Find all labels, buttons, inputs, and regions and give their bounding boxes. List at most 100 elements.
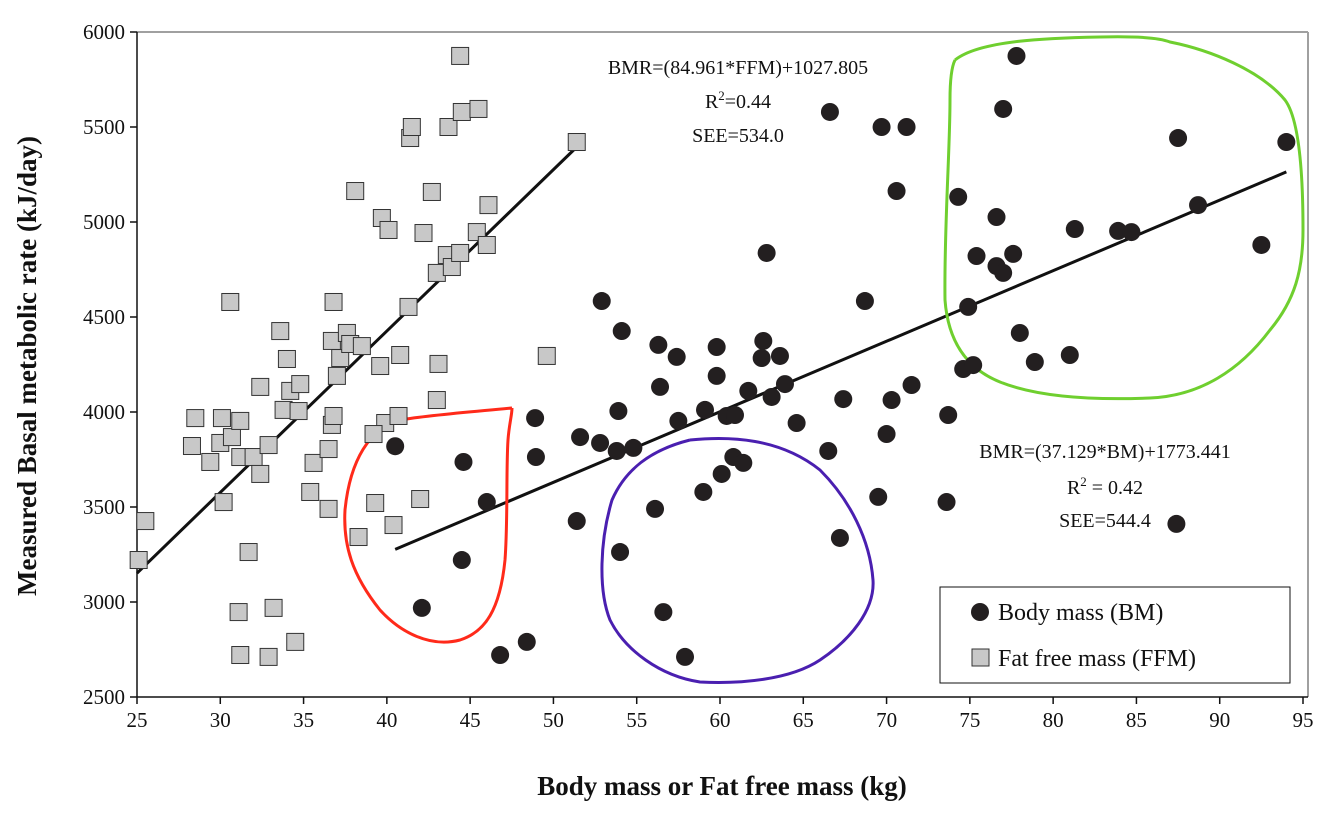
bm-r2-value: = 0.42 <box>1087 477 1143 499</box>
bm-point <box>897 118 916 136</box>
y-tick-label: 4500 <box>83 305 125 329</box>
bm-point <box>869 487 888 506</box>
ffm-point <box>451 243 470 262</box>
ffm-point <box>346 182 365 201</box>
bm-point <box>1252 235 1271 254</box>
x-tick-label: 45 <box>460 708 481 732</box>
ffm-trendline <box>135 145 578 575</box>
bm-point <box>937 493 956 512</box>
bm-point <box>762 387 781 406</box>
bm-point <box>739 381 758 400</box>
bm-point <box>1167 514 1186 533</box>
ffm-point <box>212 409 231 428</box>
bm-point <box>651 377 670 396</box>
ffm-point <box>182 437 201 456</box>
bm-point <box>1277 133 1296 152</box>
ffm-point <box>414 224 433 243</box>
bm-point <box>676 647 695 666</box>
ffm-point <box>537 346 556 365</box>
ffm-point <box>379 220 398 239</box>
bm-point <box>607 441 626 460</box>
bm-point <box>526 448 545 467</box>
x-tick-label: 75 <box>959 708 980 732</box>
x-tick-label: 40 <box>376 708 397 732</box>
bm-point <box>994 263 1013 282</box>
ffm-point <box>427 263 446 282</box>
bm-point <box>1122 223 1141 242</box>
green-region-outline <box>943 35 1305 401</box>
bm-see: SEE=544.4 <box>1059 510 1151 532</box>
x-tick-label: 80 <box>1043 708 1064 732</box>
bm-r2-label: R <box>1067 477 1081 499</box>
bm-point <box>517 632 536 651</box>
legend-label-bm: Body mass (BM) <box>998 600 1163 626</box>
ffm-r2-value: =0.44 <box>725 91 771 113</box>
bm-point <box>696 400 715 419</box>
bm-point <box>967 247 986 266</box>
x-tick-label: 85 <box>1126 708 1147 732</box>
bm-point <box>667 347 686 366</box>
ffm-point <box>452 102 471 121</box>
bm-point <box>754 331 773 350</box>
x-axis-title: Body mass or Fat free mass (kg) <box>537 771 906 801</box>
bm-point <box>725 406 744 425</box>
bm-point <box>757 243 776 262</box>
ffm-point <box>221 292 240 311</box>
bm-point <box>1189 196 1208 215</box>
y-tick-label: 4000 <box>83 400 125 424</box>
bm-point <box>872 118 891 136</box>
bm-point <box>752 349 771 368</box>
bm-equation: BMR=(37.129*BM)+1773.441 <box>979 441 1230 463</box>
ffm-point <box>389 406 408 425</box>
x-tick-label: 35 <box>293 708 314 732</box>
ffm-point <box>469 99 488 118</box>
ffm-point <box>352 337 371 356</box>
ffm-point <box>322 331 341 350</box>
bm-point <box>1004 244 1023 263</box>
bm-point <box>612 322 631 341</box>
bm-point <box>949 187 968 206</box>
ffm-point <box>439 118 458 136</box>
bm-point <box>452 551 471 570</box>
ffm-point <box>186 409 205 428</box>
bm-point <box>964 356 983 375</box>
bm-point <box>454 452 473 471</box>
x-tick-label: 95 <box>1293 708 1314 732</box>
x-tick-label: 70 <box>876 708 897 732</box>
legend: Body mass (BM) Fat free mass (FFM) <box>939 586 1291 684</box>
bm-point <box>887 182 906 201</box>
bm-point <box>787 414 806 433</box>
ffm-r2: R2=0.44 <box>705 88 771 113</box>
bm-point <box>877 425 896 444</box>
ffm-point <box>319 440 338 459</box>
bm-point <box>1109 221 1128 240</box>
bm-point <box>855 292 874 311</box>
ffm-point <box>271 322 290 341</box>
ffm-point <box>331 349 350 368</box>
ffm-point <box>477 235 496 254</box>
ffm-point <box>384 516 403 535</box>
ffm-point <box>304 453 323 472</box>
ffm-point <box>451 46 470 65</box>
ffm-point <box>291 375 310 394</box>
ffm-point <box>229 603 248 622</box>
ffm-point <box>264 598 283 617</box>
y-tick-label: 2500 <box>83 685 125 709</box>
ffm-point <box>429 354 448 373</box>
y-tick-label: 5500 <box>83 115 125 139</box>
bm-point <box>902 376 921 395</box>
ffm-point <box>201 452 220 471</box>
bm-point <box>712 464 731 483</box>
bm-point <box>624 438 643 457</box>
bm-point <box>834 390 853 409</box>
x-tick-label: 25 <box>127 708 148 732</box>
ffm-point <box>391 346 410 364</box>
bm-point <box>491 646 510 665</box>
bm-point <box>770 346 789 365</box>
x-tick-label: 65 <box>793 708 814 732</box>
ffm-point <box>129 551 148 570</box>
ffm-r2-label: R <box>705 91 719 113</box>
ffm-point <box>327 366 346 385</box>
bm-point <box>819 441 838 460</box>
bm-point <box>1025 353 1044 372</box>
